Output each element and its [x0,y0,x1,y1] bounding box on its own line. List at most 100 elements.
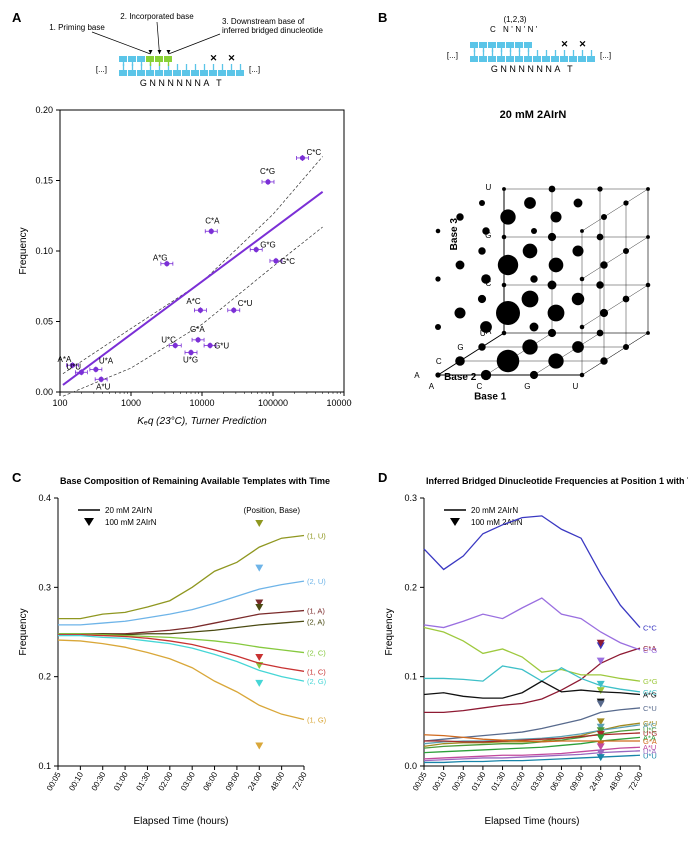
svg-text:1000000: 1000000 [326,398,352,408]
svg-text:U*A: U*A [99,356,114,365]
svg-text:3. Downstream base of: 3. Downstream base of [222,17,305,26]
svg-text:Kₑq (23°C), Turner Prediction: Kₑq (23°C), Turner Prediction [137,416,267,427]
svg-text:1. Priming base: 1. Priming base [49,23,105,32]
svg-text:(1, U): (1, U) [307,532,326,541]
svg-text:01:00: 01:00 [470,770,488,792]
svg-text:09:00: 09:00 [224,770,242,792]
panel-c: Base Composition of Remaining Available … [12,470,352,830]
svg-text:2. Incorporated base: 2. Incorporated base [120,12,194,21]
panel-a-diagram: 1. Priming base 2. Incorporated base 3. Do… [12,10,352,100]
svg-text:0.2: 0.2 [404,582,417,592]
panel-a: 1. Priming base 2. Incorporated base 3. Do… [12,10,352,430]
svg-text:20 mM 2AIrN: 20 mM 2AIrN [500,109,567,121]
svg-text:(1, C): (1, C) [307,667,326,676]
svg-text:✕: ✕ [561,39,569,49]
svg-text:20 mM 2AIrN: 20 mM 2AIrN [471,506,518,515]
svg-text:Elapsed Time (hours): Elapsed Time (hours) [484,816,579,827]
svg-text:inferred bridged dinucleotide: inferred bridged dinucleotide [222,26,324,35]
svg-text:A*C: A*C [186,297,200,306]
svg-text:00:30: 00:30 [450,770,468,792]
svg-text:A: A [414,371,420,380]
svg-text:06:00: 06:00 [201,770,219,792]
svg-text:[...]: [...] [600,51,611,60]
svg-text:00:05: 00:05 [45,770,63,792]
svg-text:Base Composition of Remaining: Base Composition of Remaining Available … [60,476,330,486]
svg-text:✕: ✕ [579,39,587,49]
svg-text:C*A: C*A [205,216,220,225]
svg-text:0.10: 0.10 [35,246,53,256]
svg-text:U*C: U*C [161,335,176,344]
svg-text:06:00: 06:00 [548,770,566,792]
svg-text:0.1: 0.1 [404,672,417,682]
svg-text:0.15: 0.15 [35,176,53,186]
svg-text:C: C [477,382,483,391]
svg-text:72:00: 72:00 [627,770,645,792]
svg-text:(Position, Base): (Position, Base) [244,506,301,515]
svg-text:03:00: 03:00 [529,770,547,792]
svg-text:Base 3: Base 3 [449,218,460,251]
svg-text:01:30: 01:30 [489,770,507,792]
svg-text:100: 100 [52,398,67,408]
svg-text:(2, U): (2, U) [307,577,326,586]
svg-text:[...]: [...] [96,65,107,74]
svg-text:0.3: 0.3 [404,493,417,503]
svg-text:Frequency: Frequency [384,608,395,655]
svg-text:✕: ✕ [228,53,236,63]
svg-text:C N'N'N': C N'N'N' [490,25,540,34]
svg-text:03:00: 03:00 [179,770,197,792]
svg-text:100000: 100000 [258,398,288,408]
svg-text:✕: ✕ [210,53,218,63]
svg-text:A: A [429,382,435,391]
svg-text:GNNNNNNA T: GNNNNNNA T [140,78,224,88]
panel-d-chart: Inferred Bridged Dinucleotide Frequencie… [378,470,688,830]
svg-text:(1,2,3): (1,2,3) [503,15,526,24]
svg-text:U: U [486,183,492,192]
svg-text:C*G: C*G [260,167,275,176]
svg-text:Frequency: Frequency [18,227,29,274]
svg-text:C*C: C*C [306,148,321,157]
svg-text:C*U: C*U [643,704,657,713]
svg-text:G*C: G*C [280,257,295,266]
svg-text:48:00: 48:00 [607,770,625,792]
svg-text:00:05: 00:05 [411,770,429,792]
svg-text:GNNNNNNA T: GNNNNNNA T [491,64,575,74]
svg-text:0.4: 0.4 [38,493,51,503]
svg-text:02:00: 02:00 [509,770,527,792]
svg-text:C*U: C*U [238,299,253,308]
svg-text:A*G: A*G [643,691,657,700]
svg-text:G*A: G*A [190,325,205,334]
svg-text:72:00: 72:00 [291,770,309,792]
svg-text:00:10: 00:10 [431,770,449,792]
svg-text:U*U: U*U [66,362,81,371]
svg-text:G: G [457,343,463,352]
svg-text:0.20: 0.20 [35,105,53,115]
panel-b: (1,2,3)C N'N'N' ✕ ✕ [...] [...] GNNNNNNA T 20… [378,10,688,420]
svg-text:C: C [436,357,442,366]
svg-text:(2, C): (2, C) [307,649,326,658]
svg-text:(1, G): (1, G) [307,716,327,725]
svg-text:100 mM 2AIrN: 100 mM 2AIrN [471,518,523,527]
svg-text:C*G: C*G [643,646,657,655]
svg-text:G*G: G*G [643,677,658,686]
svg-text:24:00: 24:00 [588,770,606,792]
svg-text:02:00: 02:00 [157,770,175,792]
svg-text:0.0: 0.0 [404,761,417,771]
svg-text:0.00: 0.00 [35,387,53,397]
svg-text:C*C: C*C [643,624,657,633]
svg-text:09:00: 09:00 [568,770,586,792]
svg-text:00:30: 00:30 [90,770,108,792]
svg-text:48:00: 48:00 [269,770,287,792]
svg-text:24:00: 24:00 [246,770,264,792]
svg-text:[...]: [...] [447,51,458,60]
svg-text:Base 1: Base 1 [474,392,507,403]
svg-text:Base 2: Base 2 [444,372,477,383]
svg-text:(2, A): (2, A) [307,617,325,626]
svg-text:20 mM 2AIrN: 20 mM 2AIrN [105,506,152,515]
svg-text:U*U: U*U [643,751,657,760]
svg-text:U*G: U*G [183,356,198,365]
svg-text:(2, G): (2, G) [307,677,327,686]
svg-text:0.2: 0.2 [38,672,51,682]
panel-c-chart: Base Composition of Remaining Available … [12,470,352,830]
panel-b-3dplot: 20 mM 2AIrNAAACCCGGGUUUBase 1Base 2Base … [378,80,688,420]
svg-text:0.3: 0.3 [38,582,51,592]
